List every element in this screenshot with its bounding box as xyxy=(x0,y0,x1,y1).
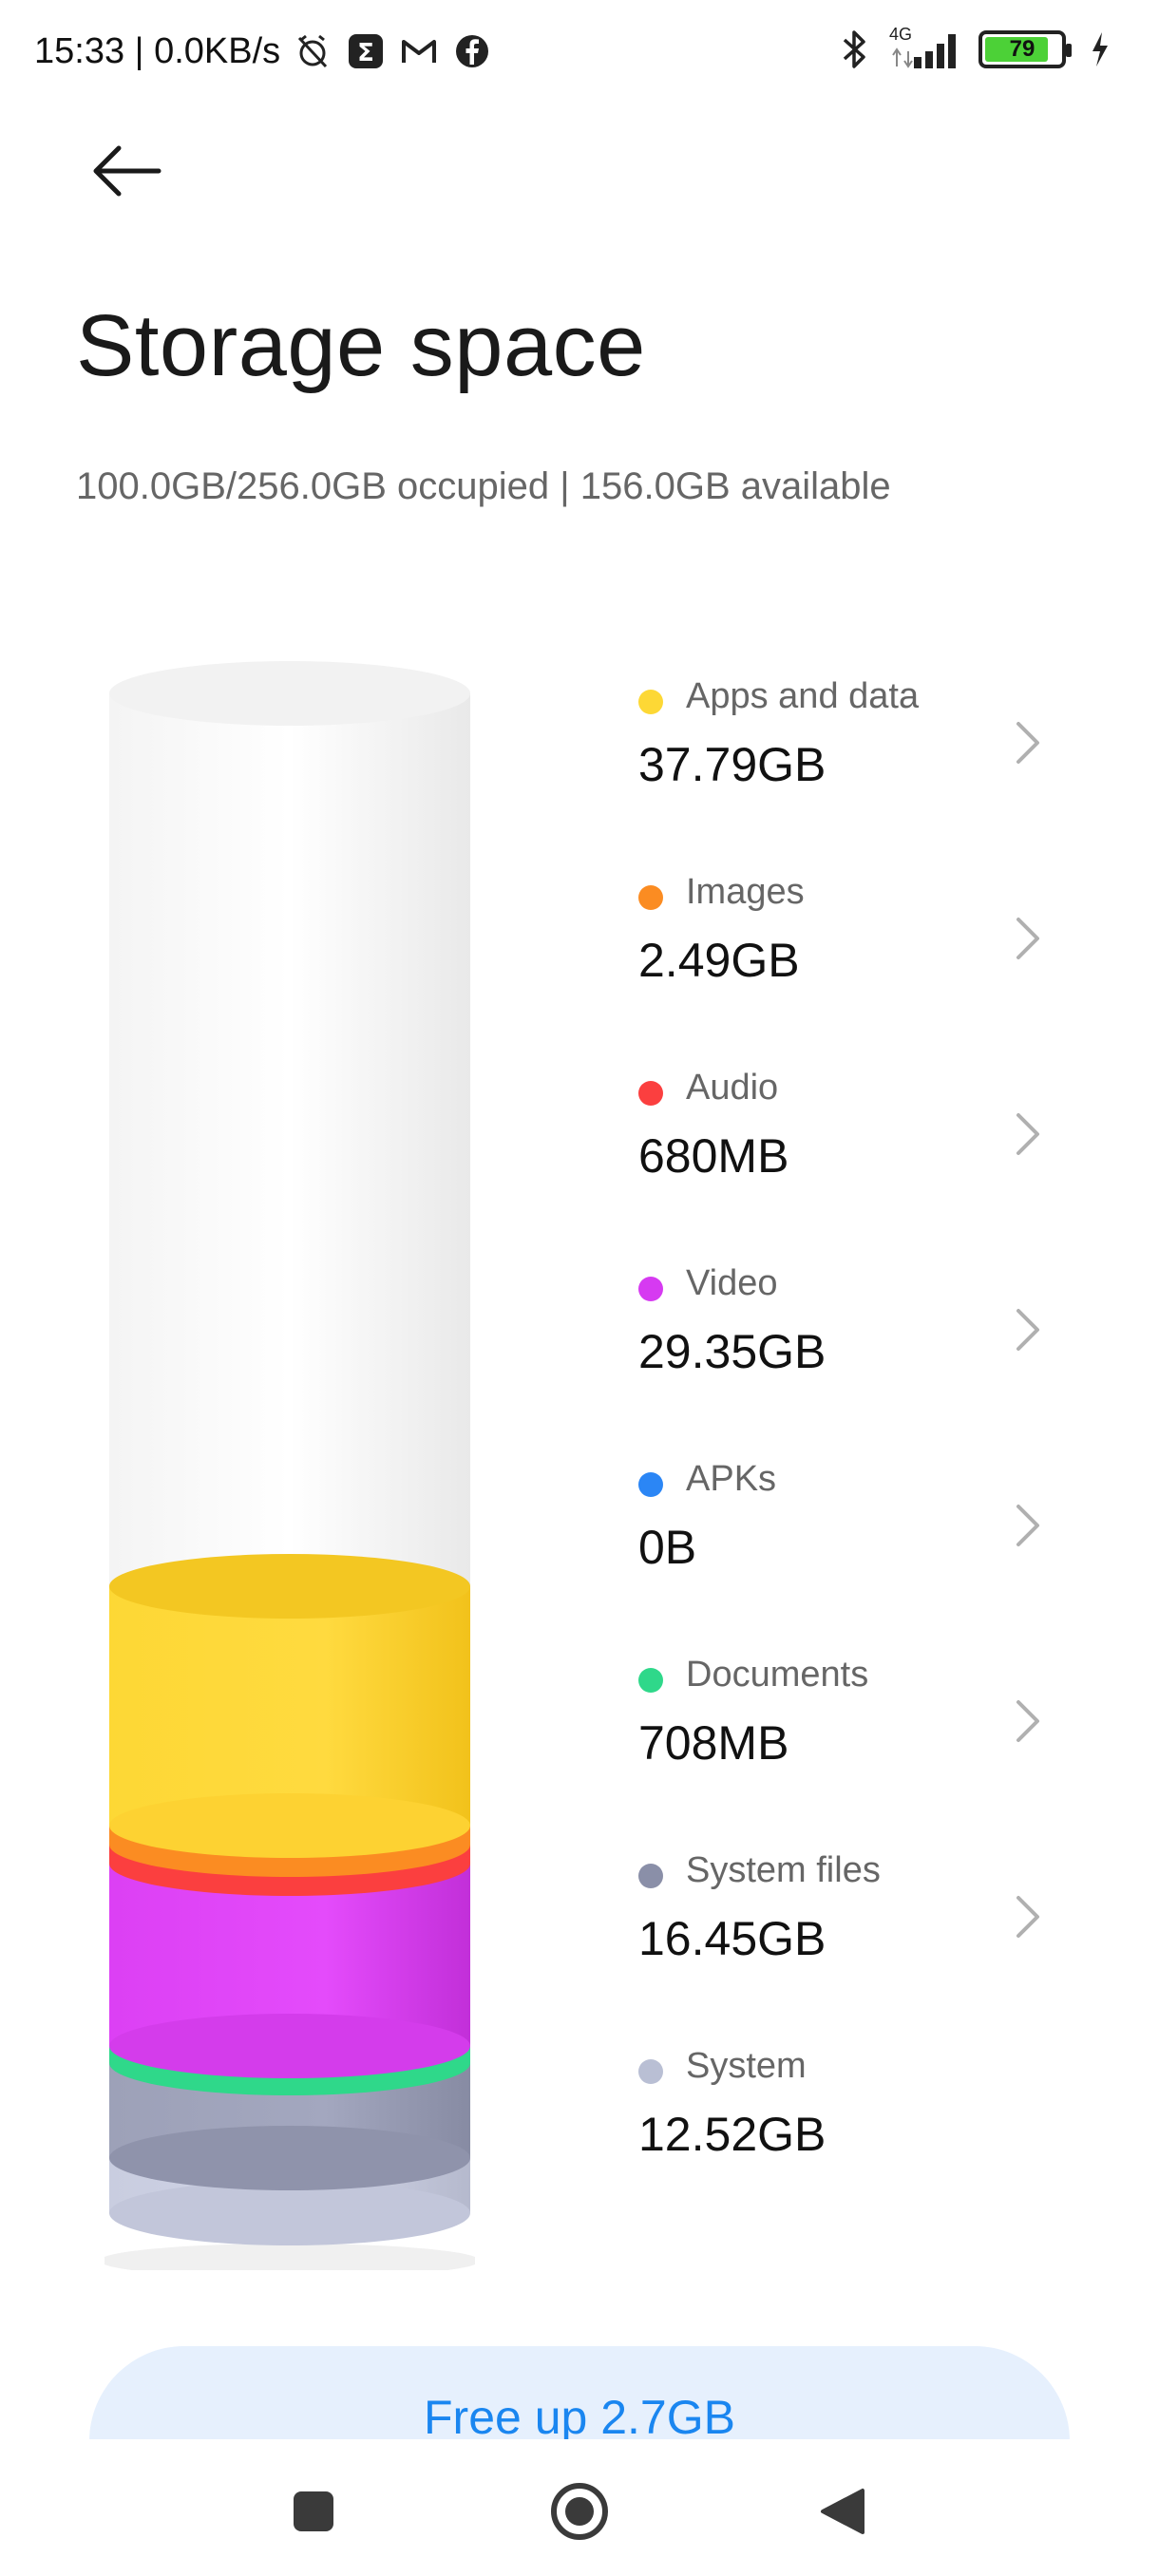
legend-value: 37.79GB xyxy=(638,738,826,791)
chevron-right-icon xyxy=(1016,918,1039,959)
charging-icon xyxy=(1079,28,1121,70)
legend-item-video[interactable]: Video 29.35GB xyxy=(638,1263,1075,1459)
legend-color-dot xyxy=(638,690,663,714)
circle-icon xyxy=(551,2483,608,2540)
status-time: 15:33 | 0.0KB/s xyxy=(34,30,281,71)
legend-item-apks[interactable]: APKs 0B xyxy=(638,1459,1075,1655)
chevron-right-icon xyxy=(1016,1896,1039,1938)
segment-video-bottom xyxy=(109,2014,470,2078)
legend-label: Apps and data xyxy=(686,676,920,716)
chevron-right-icon xyxy=(1016,1700,1039,1742)
battery-indicator: 79 xyxy=(978,30,1072,68)
cylinder-top xyxy=(109,661,470,726)
segment-apps-and-data-top xyxy=(109,1554,470,1619)
legend-item-apps-and-data[interactable]: Apps and data 37.79GB xyxy=(638,676,1075,872)
page-title: Storage space xyxy=(76,297,646,394)
storage-summary: 100.0GB/256.0GB occupied | 156.0GB avail… xyxy=(76,465,891,507)
legend-item-system: System 12.52GB xyxy=(638,2046,1075,2242)
triangle-back-icon xyxy=(821,2489,864,2534)
gmail-icon xyxy=(398,30,440,72)
legend-color-dot xyxy=(638,1864,663,1888)
chevron-right-icon xyxy=(1016,1309,1039,1351)
chevron-right-icon xyxy=(1016,1113,1039,1155)
legend-value: 2.49GB xyxy=(638,934,800,987)
svg-text:Σ: Σ xyxy=(357,39,374,67)
legend-item-audio[interactable]: Audio 680MB xyxy=(638,1068,1075,1263)
legend-color-dot xyxy=(638,2059,663,2084)
sigma-app-icon: Σ xyxy=(345,30,387,72)
status-right: 4G 79 xyxy=(834,25,1121,70)
segment-apps-and-data-bottom xyxy=(109,1793,470,1858)
legend-label: Video xyxy=(686,1263,778,1303)
legend-color-dot xyxy=(638,1472,663,1497)
legend-label: Documents xyxy=(686,1655,869,1695)
legend-label: Audio xyxy=(686,1068,779,1108)
signal-strength-icon: 4G xyxy=(889,25,965,70)
segment-apps-and-data xyxy=(109,1586,470,1826)
legend-label: System xyxy=(686,2046,807,2086)
legend-label: System files xyxy=(686,1850,881,1890)
square-icon xyxy=(294,2491,333,2531)
legend-color-dot xyxy=(638,1081,663,1106)
chevron-right-icon xyxy=(1016,722,1039,764)
legend-value: 680MB xyxy=(638,1129,789,1183)
status-left: 15:33 | 0.0KB/s Σ xyxy=(34,30,493,72)
segment-available xyxy=(109,693,470,1586)
storage-legend: Apps and data 37.79GB Images 2.49GB Audio 680… xyxy=(638,676,1075,2242)
legend-item-documents[interactable]: Documents 708MB xyxy=(638,1655,1075,1850)
segment-system-files-bottom xyxy=(109,2126,470,2190)
legend-item-images[interactable]: Images 2.49GB xyxy=(638,872,1075,1068)
recents-button[interactable] xyxy=(276,2473,352,2549)
legend-value: 16.45GB xyxy=(638,1912,826,1965)
back-arrow-icon xyxy=(93,145,162,197)
legend-item-system-files[interactable]: System files 16.45GB xyxy=(638,1850,1075,2046)
legend-color-dot xyxy=(638,1668,663,1693)
bluetooth-icon xyxy=(834,28,876,70)
status-bar: 15:33 | 0.0KB/s Σ 4G xyxy=(0,0,1159,104)
facebook-icon xyxy=(451,30,493,72)
cylinder-shadow xyxy=(104,2244,475,2270)
battery-level: 79 xyxy=(1009,36,1036,62)
legend-value: 12.52GB xyxy=(638,2108,826,2161)
home-button[interactable] xyxy=(542,2473,618,2549)
alarm-off-icon xyxy=(292,30,333,72)
battery-fill xyxy=(985,37,1049,62)
legend-color-dot xyxy=(638,885,663,910)
chevron-right-icon xyxy=(1016,1505,1039,1546)
back-button[interactable] xyxy=(84,133,169,209)
network-type: 4G xyxy=(889,25,913,44)
legend-value: 0B xyxy=(638,1521,697,1574)
storage-cylinder-chart xyxy=(104,661,475,2270)
legend-value: 29.35GB xyxy=(638,1325,826,1378)
legend-label: APKs xyxy=(686,1459,777,1499)
legend-label: Images xyxy=(686,872,805,912)
back-nav-button[interactable] xyxy=(804,2473,880,2549)
segment-system-bottom xyxy=(109,2181,470,2245)
navigation-bar xyxy=(0,2439,1159,2576)
legend-color-dot xyxy=(638,1277,663,1301)
legend-value: 708MB xyxy=(638,1716,789,1770)
